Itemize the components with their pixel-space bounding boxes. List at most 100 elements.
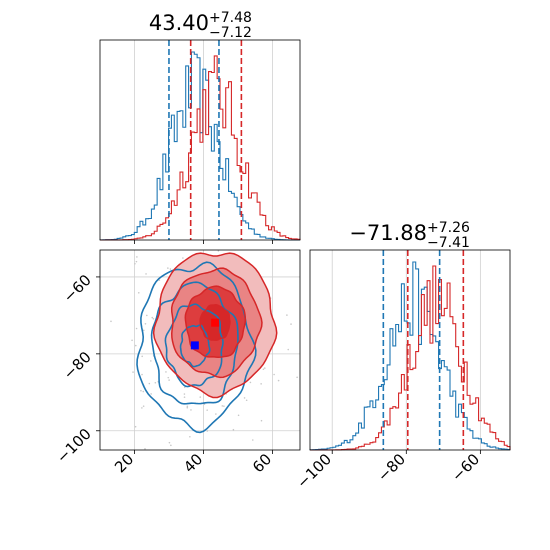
hist-y-title-lower: −7.41 — [427, 235, 470, 251]
contour-line-red — [170, 267, 263, 379]
sample-point — [215, 413, 217, 415]
sample-point — [137, 291, 140, 294]
hist-y-series — [309, 261, 511, 451]
sample-point — [251, 439, 254, 441]
histogram-step-blue — [309, 261, 511, 451]
sample-point — [232, 428, 235, 431]
y-tick-label: −100 — [53, 425, 95, 467]
x-tick-label: −100 — [293, 450, 335, 492]
sample-point — [223, 405, 225, 407]
hist-x-title-upper: +7.48 — [209, 10, 252, 26]
y-tick-label: −60 — [60, 271, 95, 306]
sample-point — [273, 373, 275, 376]
sample-point — [150, 360, 152, 362]
sample-point — [182, 257, 184, 259]
panel-hist-y-frame — [309, 249, 511, 451]
sample-point — [146, 314, 148, 317]
sample-point — [154, 381, 157, 384]
sample-point — [132, 371, 134, 373]
histogram-step-red — [100, 55, 301, 241]
sample-point — [151, 316, 154, 319]
sample-point — [287, 348, 290, 351]
panel-contour-frame — [99, 249, 301, 451]
sample-point — [296, 376, 298, 379]
sample-point — [199, 396, 202, 398]
panel-contour: 20 40 60 −60 −80 −100 — [53, 241, 301, 476]
sample-point — [141, 407, 143, 409]
sample-point — [141, 373, 143, 376]
sample-point — [141, 355, 143, 358]
sample-point — [206, 409, 208, 411]
sample-point — [134, 262, 136, 265]
hist-x-grid — [134, 40, 273, 240]
sample-point — [260, 419, 263, 422]
hist-x-title-value: 43.40 — [149, 11, 209, 35]
contour-line-blue — [179, 324, 211, 368]
sample-point — [140, 389, 142, 392]
sample-point — [186, 406, 189, 409]
sample-point — [142, 390, 145, 393]
sample-point — [242, 244, 244, 246]
sample-point — [221, 405, 224, 407]
panel-hist-x-frame — [99, 39, 301, 241]
sample-point — [135, 327, 138, 330]
hist-x-ticks — [134, 240, 273, 244]
sample-point — [183, 393, 186, 395]
sample-point — [249, 381, 252, 384]
sample-point — [262, 368, 265, 371]
sample-point — [203, 248, 205, 250]
sample-point — [142, 329, 145, 332]
hist-y-quantiles — [382, 250, 465, 450]
sample-point — [186, 405, 189, 408]
sample-point — [145, 273, 147, 275]
hist-y-title-upper: +7.26 — [427, 220, 470, 236]
x-tick-label: 60 — [249, 450, 275, 476]
sample-point — [184, 248, 186, 250]
sample-point — [183, 396, 186, 398]
sample-point — [135, 260, 138, 263]
hist-y-ticks: −100 −80 −60 — [293, 450, 483, 492]
sample-point — [110, 320, 112, 323]
sample-point — [167, 267, 169, 269]
sample-point — [140, 241, 142, 243]
contour-line-red — [184, 285, 247, 358]
x-tick-label: 40 — [180, 450, 206, 476]
y-tick-label: −80 — [60, 348, 95, 383]
sample-point — [263, 367, 266, 369]
sample-point — [136, 256, 138, 258]
hist-x-series — [99, 51, 301, 241]
sample-point — [165, 371, 167, 373]
sample-point — [245, 399, 248, 402]
sample-point — [158, 279, 161, 281]
contour-line-blue — [164, 303, 224, 388]
marker-blue — [190, 341, 199, 350]
panel-hist-y: −100 −80 −60 −71.88 +7.26 −7.41 — [293, 220, 511, 492]
panel-hist-x: 43.40 +7.48 −7.12 — [99, 10, 301, 244]
x-tick-label: −80 — [374, 450, 409, 485]
sample-point — [168, 441, 171, 444]
sample-point — [148, 382, 151, 385]
sample-point — [144, 322, 147, 325]
sample-point — [168, 379, 170, 381]
contour-line-red — [152, 252, 278, 399]
sample-point — [134, 425, 137, 428]
sample-point — [260, 383, 262, 385]
sample-point — [183, 386, 186, 389]
sample-point — [152, 318, 155, 320]
contour-markers — [190, 318, 220, 350]
sample-point — [170, 444, 172, 447]
histogram-step-red — [310, 265, 511, 451]
sample-point — [237, 414, 240, 417]
histogram-step-blue — [99, 51, 301, 241]
sample-point — [243, 397, 246, 399]
contour-line-blue — [136, 261, 257, 434]
hist-x-title-lower: −7.12 — [209, 25, 252, 41]
contour-line-red — [199, 303, 231, 341]
x-tick-label: −60 — [448, 450, 483, 485]
sample-point — [169, 268, 172, 270]
sample-point — [144, 448, 146, 450]
contour-line-blue — [150, 281, 239, 405]
sample-point — [217, 250, 220, 252]
sample-point — [206, 430, 209, 432]
